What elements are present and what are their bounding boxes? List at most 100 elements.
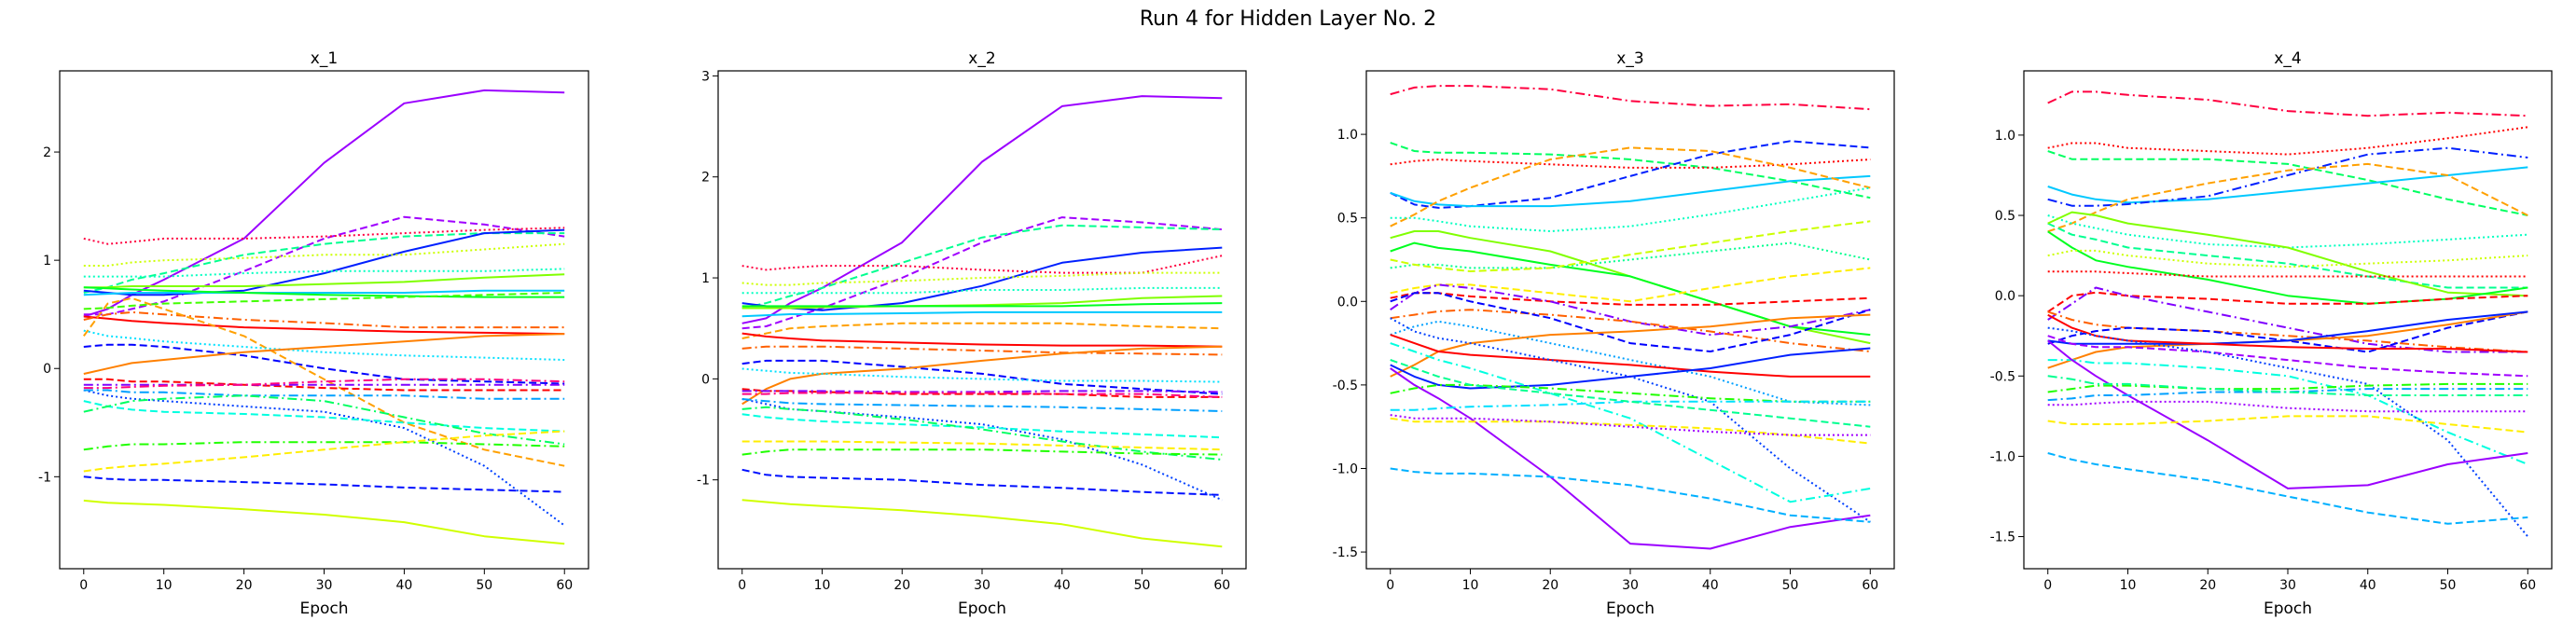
series-line [2047,166,2528,204]
series-line [83,268,565,278]
x-tick-label: 30 [2279,578,2296,593]
y-tick-label: -1.0 [1333,462,1358,476]
series-line [1390,359,1871,428]
series-line [741,440,1223,451]
series-line [741,322,1223,339]
series-line [2047,452,2528,525]
series-group [741,95,1223,548]
series-line [2047,249,2528,269]
series-line [741,448,1223,456]
series-line [83,89,565,318]
x-tick-label: 0 [2043,578,2052,593]
y-tick-label: -0.5 [1990,369,2015,384]
y-tick-label: 0.0 [1995,289,2015,304]
subplot-title: x_1 [311,49,338,68]
series-line [83,378,565,392]
x-axis-label: Epoch [299,599,348,618]
series-line [83,273,565,289]
series-line [83,343,565,385]
y-tick-label: 0.0 [1337,295,1358,310]
series-line [1390,267,1871,303]
series-line [2047,359,2528,465]
series-group [82,89,565,545]
series-line [2047,90,2528,117]
x-tick-label: 20 [893,578,910,593]
series-line [2047,313,2528,353]
x-tick-label: 60 [1213,578,1230,593]
series-line [741,286,1223,295]
series-line [83,310,565,329]
y-tick-label: -1 [697,474,710,489]
y-tick-label: 1.0 [1995,129,2015,144]
series-line [1390,317,1871,523]
series-line [2047,126,2528,156]
series-line [83,389,565,527]
series-line [2047,222,2528,289]
series-line [83,441,565,451]
y-tick-label: -1.5 [1333,545,1358,560]
series-line [1390,140,1871,209]
x-axis-label: Epoch [1606,599,1655,618]
series-group [2047,90,2529,538]
series-line [2047,335,2528,378]
series-line [83,400,565,433]
x-tick-label: 20 [1542,578,1558,593]
series-line [1390,347,1871,390]
series-line [741,332,1223,348]
series-line [741,224,1223,310]
series-line [83,242,565,267]
series-line [741,95,1223,324]
series-line [741,413,1223,439]
y-tick-label: -1.5 [1990,530,2015,545]
x-tick-label: 20 [236,578,253,593]
series-line [83,394,565,446]
x-tick-label: 40 [2360,578,2376,593]
series-line [2047,339,2528,489]
series-line [1390,85,1871,111]
y-tick-label: 0 [701,372,710,387]
x-tick-label: 10 [1462,578,1479,593]
series-line [1390,283,1871,337]
series-line [2047,286,2528,353]
subplot-title: x_2 [968,49,995,68]
series-line [1390,334,1871,378]
series-line [2047,415,2528,434]
x-tick-label: 60 [556,578,573,593]
series-line [741,255,1223,274]
x-tick-label: 30 [316,578,333,593]
x-tick-label: 40 [1054,578,1071,593]
x-axis-label: Epoch [2264,599,2312,618]
series-line [1390,309,1871,352]
series-line [2047,146,2528,207]
x-tick-label: 60 [2519,578,2536,593]
series-line [83,227,565,245]
series-line [2047,211,2528,297]
series-line [2047,375,2528,396]
series-line [2047,150,2528,216]
series-line [741,390,1223,393]
series-line [83,333,565,375]
series-line [741,392,1223,398]
subplot-title: x_3 [1616,49,1643,68]
x-tick-label: 50 [2440,578,2457,593]
series-line [1390,313,1871,378]
series-line [1390,383,1871,403]
series-line [741,216,1223,330]
y-tick-label: 1 [701,271,710,286]
subplot-4: x_4 0 10 20 30 40 50 60 -1.5 -1.0 -0.5 0.0 0.5 1.0 Epo… [1990,49,2553,618]
y-tick-label: 0 [43,362,51,377]
y-tick-label: -1.0 [1990,449,2015,464]
series-line [2047,400,2528,413]
series-line [2047,382,2528,393]
series-line [741,388,1223,398]
x-tick-label: 50 [476,578,492,593]
series-line [2047,162,2528,233]
series-line [741,302,1223,308]
y-tick-label: -0.5 [1333,379,1358,393]
x-tick-label: 10 [2120,578,2137,593]
subplot-2: x_2 0 10 20 30 40 50 60 -1 0 1 2 3 Epoch [697,49,1247,618]
series-line [1390,220,1871,272]
series-line [83,475,565,493]
